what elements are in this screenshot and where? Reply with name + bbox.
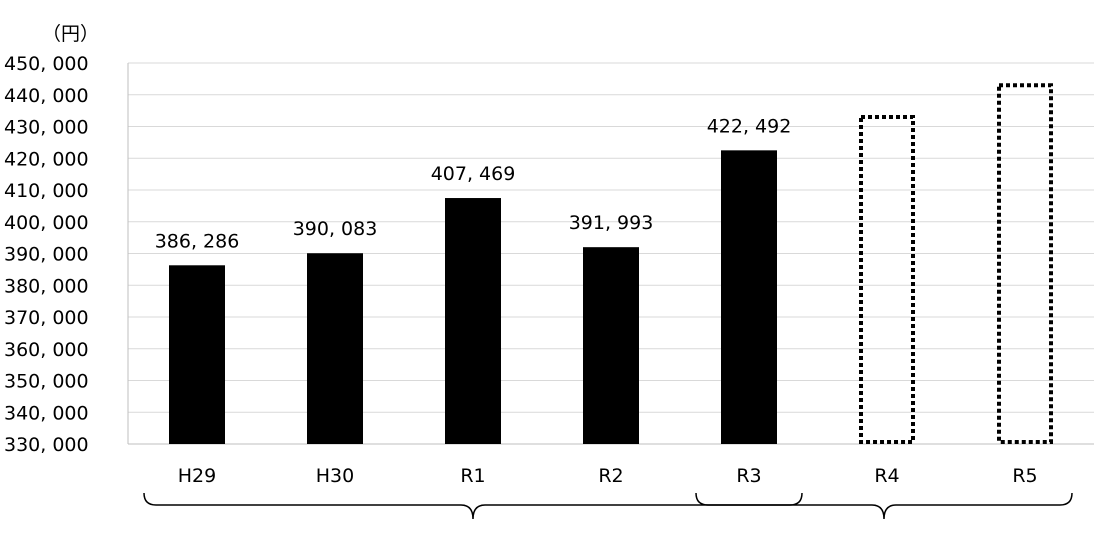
x-tick-label-H30: H30 bbox=[316, 465, 354, 487]
y-tick-label: 360, 000 bbox=[4, 339, 89, 361]
bars bbox=[169, 83, 1053, 445]
y-tick-label: 430, 000 bbox=[4, 117, 89, 139]
y-axis-tick-labels: 330, 000 340, 000 350, 000 360, 000 370, 000… bbox=[4, 53, 89, 456]
bar-H30 bbox=[307, 253, 363, 444]
x-tick-label-H29: H29 bbox=[178, 465, 216, 487]
data-label-R2: 391, 993 bbox=[569, 212, 654, 234]
y-tick-label: 390, 000 bbox=[4, 244, 89, 266]
bar-R1 bbox=[445, 198, 501, 444]
bar-R3 bbox=[721, 150, 777, 445]
data-label-R3: 422, 492 bbox=[707, 115, 792, 137]
data-label-H29: 386, 286 bbox=[155, 230, 240, 252]
y-axis-unit-label: （円） bbox=[42, 23, 99, 45]
x-tick-label-R2: R2 bbox=[598, 465, 623, 487]
y-tick-label: 340, 000 bbox=[4, 402, 89, 424]
x-tick-label-R3: R3 bbox=[736, 465, 761, 487]
y-tick-label: 350, 000 bbox=[4, 371, 89, 393]
x-tick-label-R5: R5 bbox=[1012, 465, 1037, 487]
x-axis-category-labels: H29 H30 R1 R2 R3 R4 R5 bbox=[178, 465, 1038, 487]
y-tick-label: 380, 000 bbox=[4, 275, 89, 297]
bar-H29 bbox=[169, 265, 225, 444]
data-label-R1: 407, 469 bbox=[431, 163, 516, 185]
y-tick-label: 410, 000 bbox=[4, 180, 89, 202]
y-tick-label: 440, 000 bbox=[4, 85, 89, 107]
placeholder-bar-R4 bbox=[859, 114, 915, 444]
y-tick-label: 400, 000 bbox=[4, 212, 89, 234]
bar-R2 bbox=[583, 247, 639, 444]
y-tick-label: 330, 000 bbox=[4, 434, 89, 456]
bracket-R3-R5 bbox=[695, 492, 1073, 520]
bracket-H29-R3 bbox=[143, 492, 803, 520]
data-label-H30: 390, 083 bbox=[293, 218, 378, 240]
x-tick-label-R4: R4 bbox=[874, 465, 899, 487]
x-tick-label-R1: R1 bbox=[460, 465, 485, 487]
placeholder-bar-R5 bbox=[997, 83, 1053, 444]
data-labels: 386, 286 390, 083 407, 469 391, 993 422, 492 bbox=[155, 115, 792, 252]
y-tick-label: 450, 000 bbox=[4, 53, 89, 75]
y-tick-label: 370, 000 bbox=[4, 307, 89, 329]
period-brackets bbox=[143, 492, 1073, 520]
y-tick-label: 420, 000 bbox=[4, 148, 89, 170]
